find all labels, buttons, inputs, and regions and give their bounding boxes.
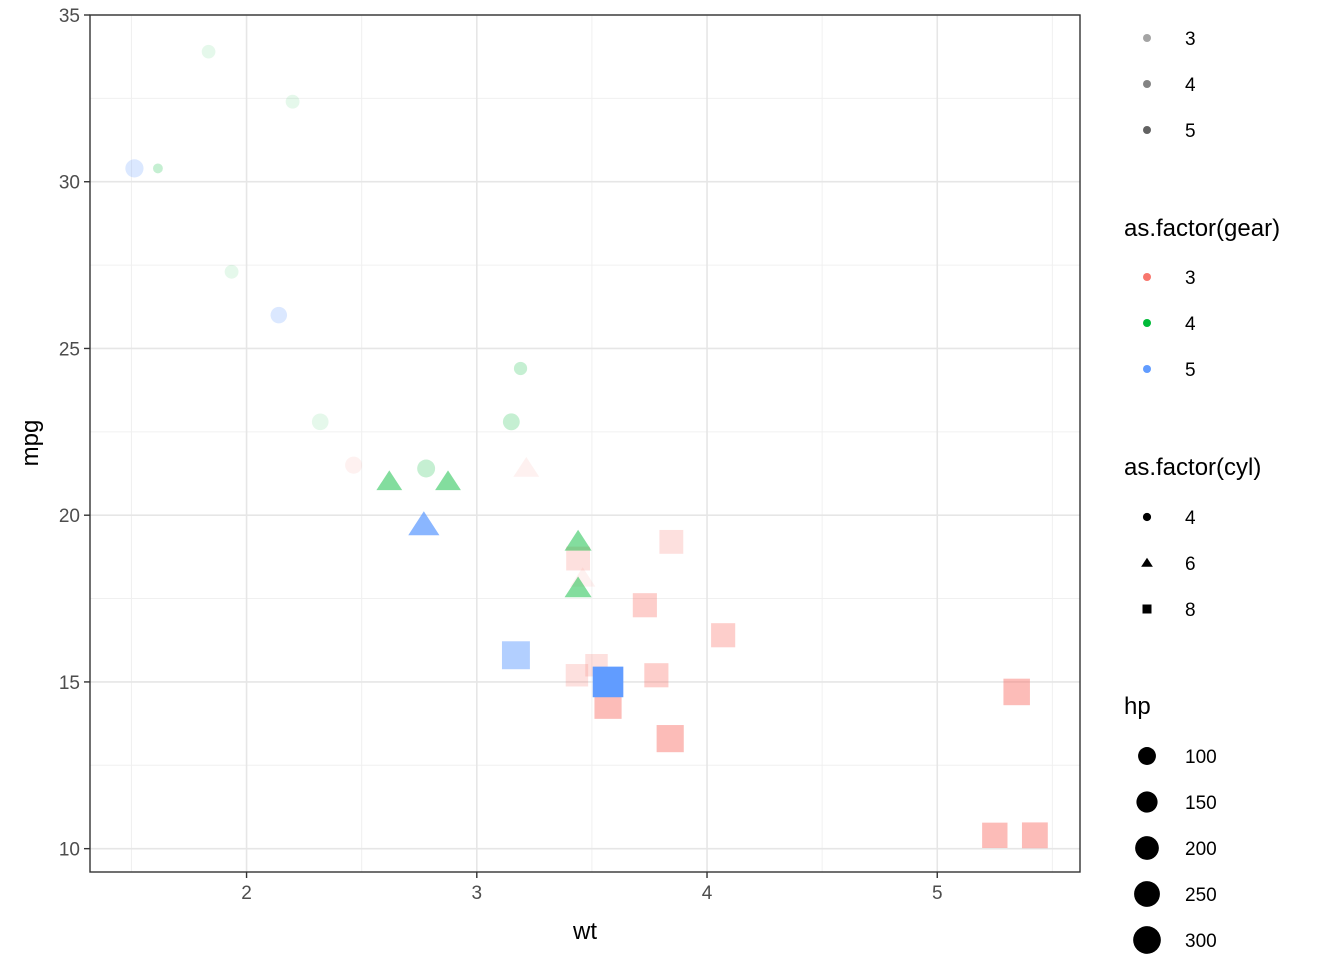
data-point: [1003, 678, 1030, 706]
legend-title-shape: as.factor(cyl): [1124, 454, 1261, 481]
data-point: [982, 822, 1008, 848]
data-point: [285, 94, 300, 109]
data-point: [632, 593, 657, 618]
x-tick-label: 2: [241, 883, 252, 904]
legend-key-shape: [1141, 557, 1153, 567]
major-gridlines: [90, 14, 1080, 872]
data-point: [566, 546, 591, 571]
legend-key-alpha: [1143, 34, 1151, 42]
y-tick-label: 35: [59, 6, 80, 27]
data-point: [564, 529, 592, 551]
legend-label-size: 150: [1185, 793, 1217, 814]
x-tick-label: 4: [702, 883, 713, 904]
legend-label-shape: 6: [1185, 554, 1196, 575]
legend-label-shape: 4: [1185, 508, 1196, 529]
legend-key-shape: [1142, 512, 1152, 522]
data-point: [711, 623, 736, 648]
data-point: [417, 459, 436, 478]
data-point: [435, 470, 461, 491]
data-point: [501, 641, 530, 670]
legend-key-size: [1138, 747, 1156, 765]
data-point: [224, 264, 239, 279]
legend-label-size: 250: [1185, 885, 1217, 906]
data-point: [408, 511, 440, 536]
legend-label-alpha: 3: [1185, 29, 1196, 50]
legend-key-alpha: [1143, 126, 1151, 134]
legend-key-color: [1143, 319, 1151, 327]
data-point: [656, 725, 684, 753]
y-tick-label: 20: [59, 506, 80, 527]
plot-panel-border: [89, 14, 1081, 873]
legend-label-color: 4: [1185, 314, 1196, 335]
data-point: [570, 567, 596, 587]
plot-panel-background: [90, 15, 1080, 872]
legend-label-size: 300: [1185, 931, 1217, 952]
legend-key-size: [1133, 926, 1161, 954]
x-axis-title: wt: [572, 918, 597, 945]
data-point: [201, 44, 216, 59]
data-point: [311, 413, 329, 431]
y-axis-title: mpg: [17, 420, 44, 467]
x-axis: 2 3 4 5: [241, 872, 943, 904]
data-point: [513, 361, 528, 376]
legend-label-size: 100: [1185, 747, 1217, 768]
data-point: [125, 159, 144, 178]
legend-title-size: hp: [1124, 693, 1151, 720]
data-point: [270, 306, 288, 324]
legend-key-color: [1143, 273, 1151, 281]
y-tick-label: 25: [59, 339, 80, 360]
data-point: [564, 576, 592, 598]
data-point: [1021, 822, 1048, 849]
data-point: [152, 163, 163, 174]
data-point: [644, 663, 669, 688]
data-point: [565, 664, 589, 687]
data-point: [592, 666, 624, 698]
data-point: [659, 529, 684, 554]
minor-gridlines: [90, 15, 1080, 872]
y-tick-label: 30: [59, 173, 80, 194]
data-point: [376, 470, 403, 491]
legend-label-shape: 8: [1185, 600, 1196, 621]
legend-key-color: [1143, 365, 1151, 373]
legend-key-size: [1135, 836, 1159, 860]
legend-title-color: as.factor(gear): [1124, 215, 1280, 242]
legend-key-alpha: [1143, 80, 1151, 88]
y-tick-label: 15: [59, 673, 80, 694]
legend-label-alpha: 2: [1185, 0, 1196, 4]
legend-label-alpha: 5: [1185, 121, 1196, 142]
y-axis: 10 15 20 25 30 35: [59, 6, 90, 861]
legend-label-color: 5: [1185, 360, 1196, 381]
legend-key-size: [1134, 881, 1160, 907]
legend-label-alpha: 4: [1185, 75, 1196, 96]
data-point: [502, 413, 520, 431]
legend-key-shape: [1142, 604, 1152, 614]
data-point: [513, 456, 540, 477]
x-tick-label: 3: [472, 883, 483, 904]
legend-label-color: 3: [1185, 268, 1196, 289]
legend: 2 3 4 5 as.factor(gear) 3 4 5 as.factor(cyl) 4 6 8 h…: [1124, 0, 1280, 954]
y-tick-label: 10: [59, 840, 80, 861]
x-tick-label: 5: [932, 883, 943, 904]
legend-key-size: [1136, 791, 1158, 813]
data-points: [125, 44, 1048, 849]
legend-label-size: 200: [1185, 839, 1217, 860]
data-point: [345, 456, 363, 474]
